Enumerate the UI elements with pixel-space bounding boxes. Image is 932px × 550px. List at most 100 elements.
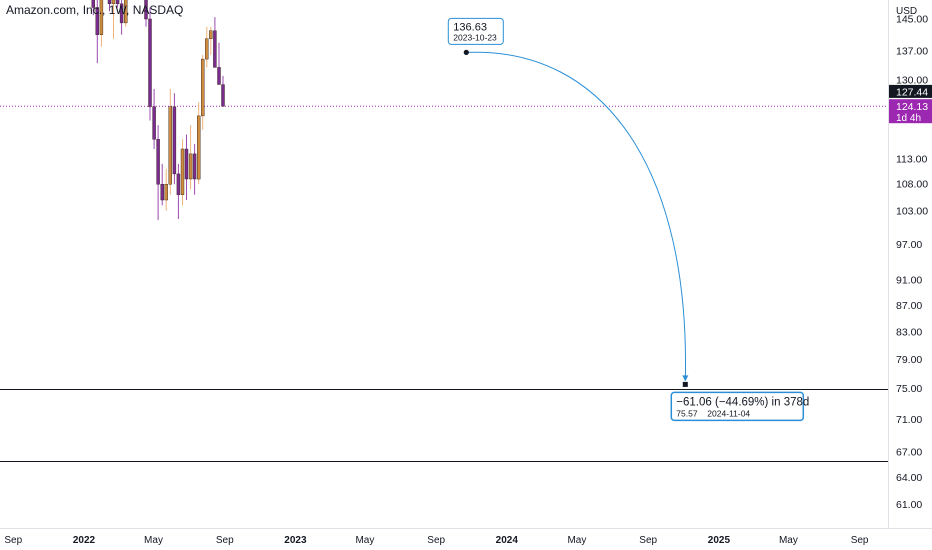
time-tick-label: Sep (639, 535, 657, 546)
candle[interactable] (168, 88, 173, 195)
time-tick-label: Sep (4, 535, 22, 546)
candle[interactable] (221, 75, 225, 107)
candle[interactable] (172, 93, 177, 185)
candle-body (148, 18, 152, 107)
time-axis-ticks: Sep 2022 May Sep 2023 May Sep 2024 May Sep 2025 May… (4, 535, 869, 546)
candle[interactable] (196, 102, 201, 185)
time-tick-label: 2024 (496, 535, 519, 546)
candle[interactable] (164, 168, 168, 211)
candle[interactable] (205, 26, 209, 68)
candle[interactable] (91, 0, 96, 16)
price-tick-label: 130.00 (896, 75, 928, 87)
candle[interactable] (209, 26, 213, 55)
time-axis-background (0, 528, 932, 550)
candle[interactable] (180, 139, 185, 206)
candle[interactable] (160, 163, 164, 206)
candle-body (217, 67, 221, 85)
candle-body (176, 173, 181, 195)
current-price-tag: 124.13 1d 4h (889, 99, 932, 124)
price-axis[interactable]: USD 145.00 137.00 130.00 113.00 108.00 103.00… (888, 0, 932, 528)
price-tick-label: 87.00 (896, 300, 922, 312)
candle[interactable] (213, 17, 217, 68)
candle-body (123, 0, 128, 24)
candle[interactable] (119, 0, 124, 35)
time-axis[interactable]: Sep 2022 May Sep 2023 May Sep 2024 May Sep 2025 May… (0, 528, 932, 550)
last-price-tag: 127.44 (889, 84, 932, 98)
candle[interactable] (99, 0, 104, 47)
price-tick-label: 67.00 (896, 446, 922, 458)
horizontal-lines-layer (0, 389, 888, 462)
price-tick-label: 145.00 (896, 14, 928, 26)
candle[interactable] (156, 125, 160, 221)
end-point-label: −61.06 (−44.69%) in 378d 75.57 2024-11-0… (670, 391, 809, 422)
price-tick-label: 79.00 (896, 354, 922, 366)
candle[interactable] (200, 54, 205, 130)
candle[interactable] (192, 144, 197, 195)
candle-body (156, 139, 160, 185)
time-tick-label: 2025 (708, 535, 731, 546)
end-price-text: 75.57 (676, 408, 698, 418)
time-tick-label: May (567, 535, 586, 546)
price-tick-label: 64.00 (896, 472, 922, 484)
candle-body (99, 0, 104, 35)
candle-body (164, 183, 168, 201)
price-tick-label: 91.00 (896, 275, 922, 287)
chart-title: Amazon.com, Inc., 1W, NASDAQ (6, 3, 184, 17)
candle[interactable] (184, 134, 189, 200)
price-tick-label: 113.00 (896, 153, 927, 165)
candle[interactable] (152, 88, 156, 149)
candle-body (213, 30, 217, 68)
time-tick-label: 2022 (73, 535, 96, 546)
candle-body (115, 0, 120, 4)
time-tick-label: May (144, 535, 163, 546)
last-price-tag-background (889, 84, 932, 98)
candle[interactable] (107, 0, 112, 12)
candles-layer[interactable] (72, 0, 225, 221)
candle[interactable] (123, 0, 128, 27)
candle-body (200, 58, 205, 117)
end-date-text: 2024-11-04 (707, 408, 750, 418)
price-tick-label: 83.00 (896, 326, 922, 338)
end-point-marker[interactable] (682, 381, 688, 387)
time-tick-label: Sep (216, 535, 234, 546)
candle-body (184, 148, 189, 180)
candle[interactable] (176, 163, 181, 219)
candle-body (205, 38, 209, 60)
arrowhead-icon (682, 375, 689, 382)
price-range-drawing[interactable]: 136.63 2023-10-23 −61.06 (−44.69%) in 37… (447, 17, 809, 422)
price-tick-label: 137.00 (896, 45, 928, 57)
candle[interactable] (111, 0, 116, 39)
candle-body (209, 30, 213, 39)
start-point-label: 136.63 2023-10-23 (447, 17, 504, 45)
current-price-tag-background (889, 99, 932, 124)
time-tick-label: Sep (427, 535, 445, 546)
price-tick-label: 75.00 (896, 383, 922, 395)
end-change-text: −61.06 (−44.69%) in 378d (676, 396, 809, 408)
candle[interactable] (95, 0, 100, 64)
price-tick-label: 71.00 (896, 414, 922, 426)
price-range-arc[interactable] (466, 51, 686, 381)
time-tick-label: May (355, 535, 374, 546)
candle[interactable] (217, 42, 221, 85)
bar-countdown-text: 1d 4h (896, 113, 921, 124)
price-tick-label: 61.00 (896, 499, 922, 511)
candle-body (95, 7, 100, 35)
time-tick-label: May (779, 535, 798, 546)
currency-label: USD (896, 6, 917, 17)
candle-body (221, 84, 225, 107)
candle-body (107, 0, 112, 4)
candle-body (160, 183, 164, 201)
candle[interactable] (144, 0, 148, 27)
candle-body (152, 106, 156, 140)
candle-body (196, 115, 201, 180)
time-tick-label: 2023 (284, 535, 307, 546)
candle[interactable] (115, 0, 120, 8)
candle-body (172, 106, 177, 175)
price-tick-label: 97.00 (896, 239, 922, 251)
start-label-box (447, 17, 504, 45)
candle[interactable] (188, 125, 193, 190)
start-point-marker[interactable] (463, 49, 469, 56)
candle[interactable] (148, 7, 152, 121)
